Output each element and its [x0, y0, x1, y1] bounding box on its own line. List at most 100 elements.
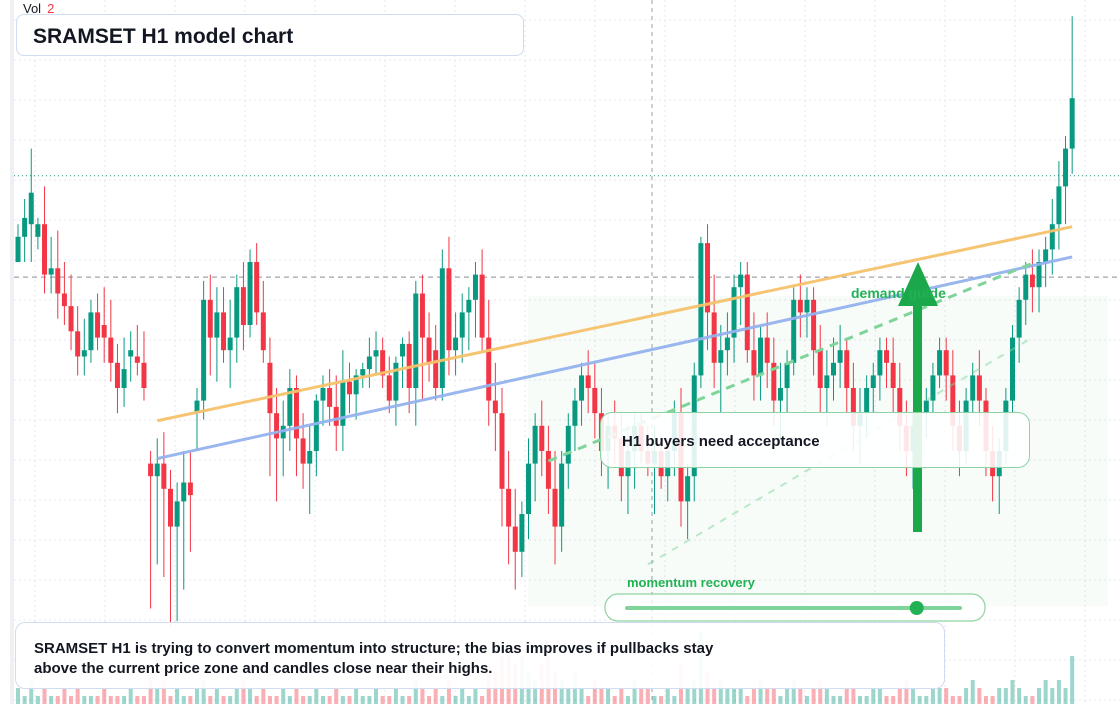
candle-body [307, 451, 313, 464]
candle-body [340, 381, 346, 426]
volume-bar [175, 688, 180, 704]
volume-bar [1070, 656, 1075, 704]
volume-bar [950, 696, 955, 704]
candle-body [366, 356, 372, 370]
volume-bar [413, 680, 418, 704]
candle-body [764, 337, 770, 363]
candle-body [68, 306, 74, 332]
candle-body [274, 413, 280, 439]
candle-body [433, 350, 439, 388]
volume-bar [897, 688, 902, 704]
volume-bar [407, 696, 412, 704]
candle-body [526, 463, 532, 514]
candle-body [214, 312, 220, 338]
volume-bar [771, 688, 776, 704]
volume-bar [75, 688, 80, 704]
candle-body [108, 337, 114, 363]
candle-body [313, 400, 319, 451]
volume-bar [844, 688, 849, 704]
candle-body [207, 299, 213, 338]
candle-body [864, 388, 870, 414]
candle-body [1010, 337, 1015, 401]
buyers-callout: H1 buyers need acceptance [600, 412, 1030, 468]
candle-body [479, 274, 485, 338]
volume-bar [738, 688, 743, 704]
candle-body [777, 388, 783, 401]
candle-body [148, 463, 154, 477]
candle-body [1056, 186, 1062, 225]
candle-body [724, 337, 730, 351]
volume-bar [294, 688, 299, 704]
volume-bar [115, 696, 120, 704]
volume-bar [387, 696, 392, 704]
volume-legend-value: 2 [47, 1, 55, 16]
volume-bar [122, 696, 127, 704]
volume-bar [69, 696, 74, 704]
volume-bar [791, 680, 796, 704]
momentum-knob[interactable] [909, 601, 924, 615]
volume-bar [665, 688, 670, 704]
candle-body [181, 482, 187, 502]
candle-body [360, 369, 366, 376]
volume-bar [49, 696, 54, 704]
volume-bar [55, 696, 60, 704]
volume-bar [347, 696, 352, 704]
candle-body [234, 287, 240, 338]
volume-bar [778, 696, 783, 704]
reference-levels [14, 175, 1120, 278]
volume-bar [606, 688, 611, 704]
candle-body [804, 299, 810, 313]
volume-bar [88, 696, 93, 704]
volume-bar [234, 688, 239, 704]
volume-bar [858, 696, 863, 704]
candle-body [95, 312, 101, 338]
volume-bar [221, 696, 226, 704]
volume-bar [480, 696, 485, 704]
volume-bar [102, 688, 107, 704]
volume-bar [785, 688, 790, 704]
volume-bar [228, 696, 233, 704]
candle-body [486, 337, 492, 401]
volume-bar [970, 680, 975, 704]
volume-bar [758, 680, 763, 704]
volume-bar [533, 680, 538, 704]
candle-body [15, 236, 21, 262]
volume-bar [990, 696, 995, 704]
candle-body [817, 350, 823, 388]
volume-bar [851, 688, 856, 704]
volume-bar [559, 680, 564, 704]
candle-body [685, 476, 691, 502]
volume-legend-text: Vol [23, 1, 42, 16]
candle-body [472, 274, 478, 300]
volume-bar [745, 696, 750, 704]
volume-bar [108, 696, 113, 704]
volume-bar [751, 688, 756, 704]
candle-body [970, 375, 976, 401]
volume-bar [29, 680, 34, 704]
candle-body [870, 375, 876, 388]
candle-body [579, 375, 585, 401]
volume-bar [964, 688, 969, 704]
volume-bar [82, 696, 87, 704]
volume-bar [632, 680, 637, 704]
volume-bar [997, 688, 1002, 704]
volume-bar [930, 688, 935, 704]
candle-body [247, 262, 253, 325]
volume-bar [639, 688, 644, 704]
candle-body [161, 463, 167, 489]
volume-bar [645, 688, 650, 704]
volume-bar [168, 696, 173, 704]
candle-body [897, 388, 903, 426]
candle-body [585, 375, 591, 388]
volume-bar [440, 696, 445, 704]
candle-body [850, 388, 856, 426]
candle-body [22, 217, 28, 237]
volume-bar [685, 688, 690, 704]
volume-bar [798, 688, 803, 704]
candle-body [75, 331, 81, 357]
candle-body [738, 274, 744, 288]
candle-body [976, 375, 982, 401]
volume-bar [181, 696, 186, 704]
candle-body [930, 375, 936, 401]
